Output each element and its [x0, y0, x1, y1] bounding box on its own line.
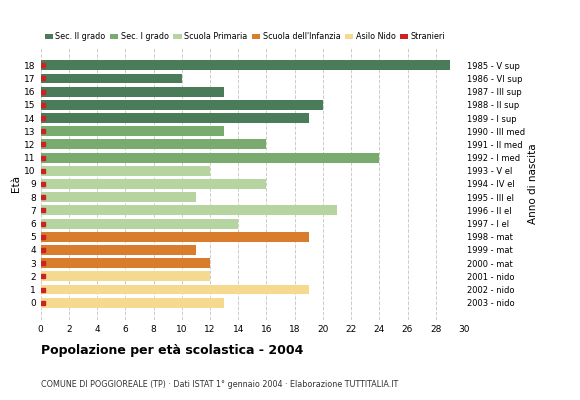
Bar: [41, 298, 224, 308]
Bar: [41, 192, 196, 202]
Bar: [41, 140, 266, 149]
Text: Popolazione per età scolastica - 2004: Popolazione per età scolastica - 2004: [41, 344, 303, 357]
Bar: [41, 87, 224, 97]
Bar: [41, 60, 450, 70]
Bar: [41, 284, 309, 294]
Text: COMUNE DI POGGIOREALE (TP) · Dati ISTAT 1° gennaio 2004 · Elaborazione TUTTITALI: COMUNE DI POGGIOREALE (TP) · Dati ISTAT …: [41, 380, 398, 389]
Bar: [41, 126, 224, 136]
Bar: [41, 166, 210, 176]
Bar: [41, 74, 182, 84]
Bar: [41, 206, 337, 215]
Bar: [41, 153, 379, 162]
Bar: [41, 179, 266, 189]
Y-axis label: Anno di nascita: Anno di nascita: [528, 144, 538, 224]
Bar: [41, 271, 210, 281]
Legend: Sec. II grado, Sec. I grado, Scuola Primaria, Scuola dell'Infanzia, Asilo Nido, : Sec. II grado, Sec. I grado, Scuola Prim…: [45, 32, 445, 41]
Bar: [41, 113, 309, 123]
Bar: [41, 245, 196, 255]
Bar: [41, 100, 323, 110]
Bar: [41, 232, 309, 242]
Y-axis label: Età: Età: [12, 176, 21, 192]
Bar: [41, 219, 238, 228]
Bar: [41, 258, 210, 268]
